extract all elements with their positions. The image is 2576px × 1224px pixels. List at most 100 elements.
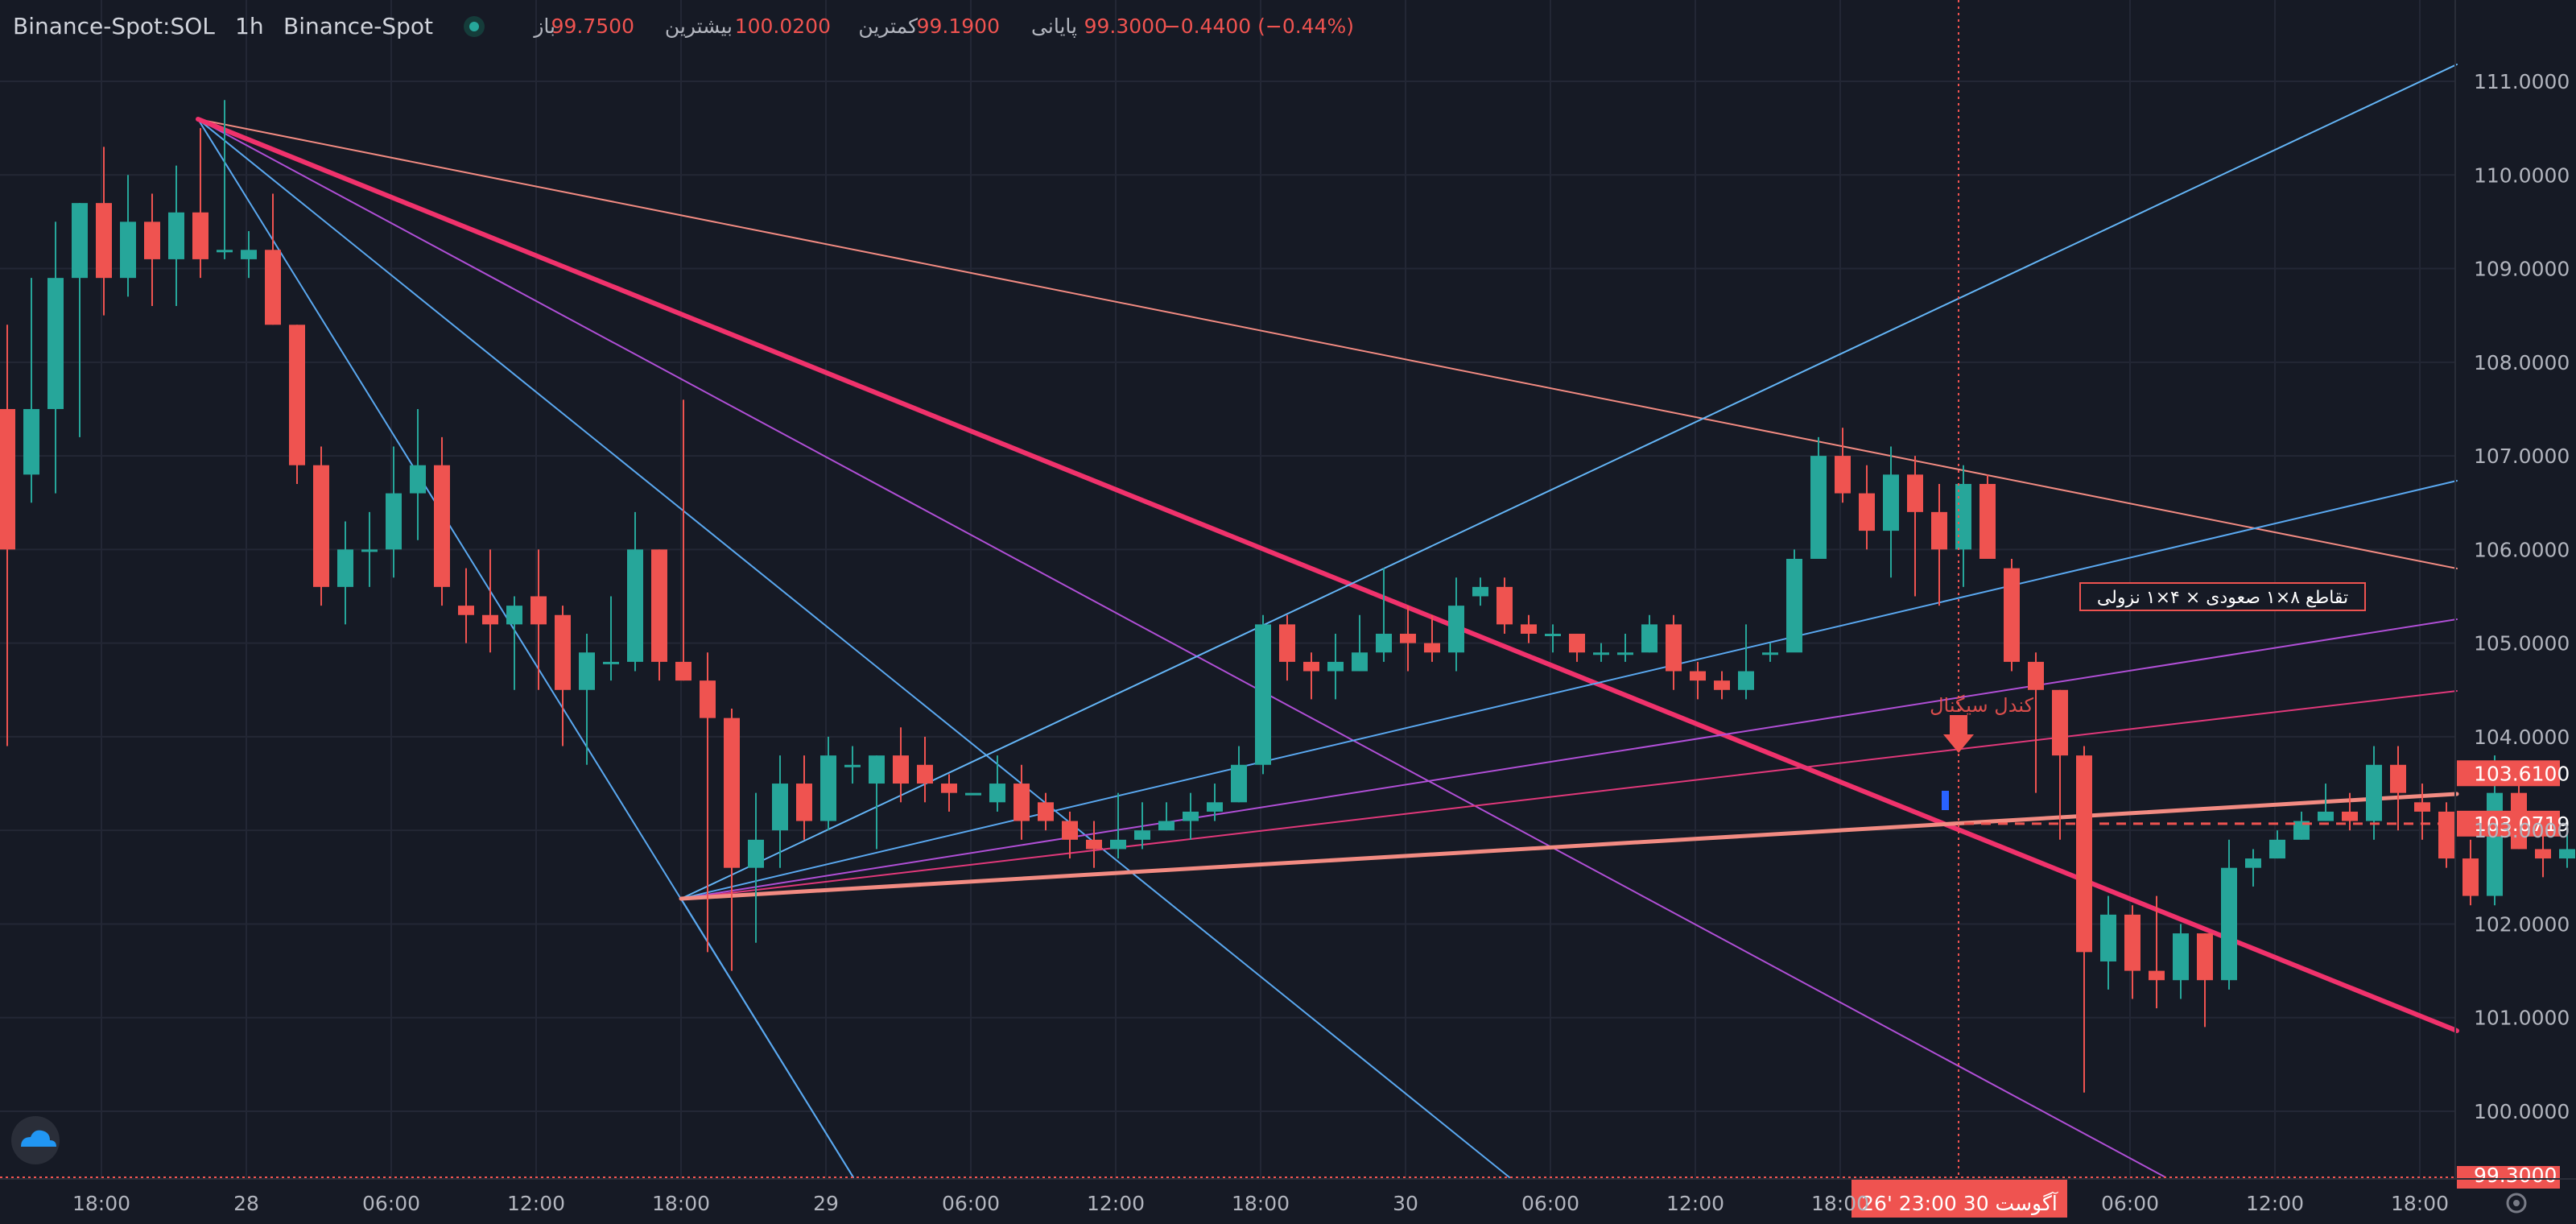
candle-down xyxy=(1062,811,1078,859)
candle-body xyxy=(96,203,112,279)
low-value: 99.1900 xyxy=(917,14,1000,38)
candle-down xyxy=(893,727,909,803)
time-tick-label: 12:00 xyxy=(2246,1192,2304,1215)
candle-up xyxy=(1231,746,1247,803)
signal-annotation-box xyxy=(2079,582,2366,611)
candle-up xyxy=(1786,549,1802,653)
candle-down xyxy=(1569,634,1585,662)
candle-body xyxy=(2487,792,2503,896)
candle-body xyxy=(1183,811,1199,821)
candle-body xyxy=(1207,802,1223,812)
candle-body xyxy=(1352,652,1368,672)
candle-down xyxy=(796,755,812,840)
time-tick-label: 12:00 xyxy=(1666,1192,1724,1215)
brand-logo[interactable] xyxy=(11,1116,60,1164)
fan-line-up-pink xyxy=(680,690,2458,899)
signal-annotation[interactable]: تقاطع ۸×۱ صعودی × ۴×۱ نزولی xyxy=(2079,582,2366,611)
candle-up xyxy=(337,521,353,625)
candle-down xyxy=(2438,802,2454,868)
candle-down xyxy=(2076,746,2092,1093)
candle-body xyxy=(869,755,885,784)
candle-down xyxy=(1496,577,1513,635)
candle-body xyxy=(1496,586,1513,625)
candle-up xyxy=(2173,924,2189,999)
candle-body xyxy=(2366,764,2382,821)
candle-body xyxy=(1786,558,1802,653)
candle-down xyxy=(1086,821,1102,868)
candle-up xyxy=(772,755,788,868)
candle-body xyxy=(796,784,812,821)
last-price-label: 103.6100 xyxy=(2474,762,2570,785)
candle-body xyxy=(1521,624,1537,635)
candle-body xyxy=(1424,643,1440,653)
candle-up xyxy=(869,755,885,850)
symbol-name[interactable]: Binance-Spot:SOL xyxy=(13,13,215,39)
candle-body xyxy=(482,614,498,625)
candle-body xyxy=(555,614,571,690)
candle-down xyxy=(555,606,571,746)
candle-body xyxy=(1086,839,1102,850)
candle-body xyxy=(2414,802,2430,812)
candle-body xyxy=(941,784,957,793)
candle-body xyxy=(2390,764,2406,793)
interval-label[interactable]: 1h xyxy=(235,13,264,39)
candle-body xyxy=(337,549,353,587)
candle-body xyxy=(1279,624,1295,662)
time-tick-label: 12:00 xyxy=(507,1192,565,1215)
candle-down xyxy=(1424,614,1440,662)
candle-down xyxy=(530,549,547,690)
candle-body xyxy=(724,717,740,868)
time-tick-label: 18:00 xyxy=(1811,1192,1869,1215)
candle-body xyxy=(1134,830,1150,840)
market-status-dot xyxy=(469,22,479,31)
settings-gear-icon[interactable] xyxy=(2506,1193,2527,1214)
candle-body xyxy=(2221,867,2237,981)
candle-body xyxy=(530,596,547,625)
candle-up xyxy=(748,792,764,943)
candle-up xyxy=(1593,643,1609,662)
candle-body xyxy=(1038,802,1054,821)
price-tick-label: 102.0000 xyxy=(2474,912,2570,936)
candle-down xyxy=(289,325,305,484)
candle-body xyxy=(1376,634,1392,653)
candle-body xyxy=(1666,624,1682,672)
candle-up xyxy=(168,165,184,307)
candle-down xyxy=(2197,933,2213,1028)
candle-up xyxy=(1472,577,1488,606)
candle-up xyxy=(410,408,426,540)
candle-down xyxy=(675,399,691,681)
candle-body xyxy=(1231,764,1247,803)
candle-up xyxy=(844,746,861,784)
candle-body xyxy=(1835,456,1851,494)
candle-down xyxy=(458,568,474,643)
time-tick-label: 06:00 xyxy=(942,1192,1000,1215)
candle-body xyxy=(1327,661,1344,672)
candle-body xyxy=(168,212,184,259)
candle-up xyxy=(2318,784,2334,821)
candle-body xyxy=(1859,493,1875,531)
candle-down xyxy=(2414,784,2430,840)
candle-body xyxy=(2318,811,2334,821)
gear-ring xyxy=(2506,1193,2527,1214)
candle-body xyxy=(2028,661,2044,690)
candle-up xyxy=(1762,643,1778,662)
candle-body xyxy=(361,549,378,552)
candle-body xyxy=(289,325,305,465)
close-value: 99.3000 xyxy=(1084,14,1167,38)
candle-down xyxy=(1835,428,1851,503)
candle-up xyxy=(1955,465,1971,587)
candle-body xyxy=(2173,933,2189,981)
price-tick-label: 105.0000 xyxy=(2474,632,2570,655)
time-tick-label: 30 xyxy=(1393,1192,1418,1215)
candle-up xyxy=(1376,568,1392,662)
exchange-label: Binance-Spot xyxy=(283,13,433,39)
candle-body xyxy=(1907,474,1923,512)
candle-up xyxy=(1183,792,1199,840)
candle-down xyxy=(2342,792,2358,831)
candle-up xyxy=(1110,792,1126,859)
candle-body xyxy=(917,764,933,784)
cloud-icon xyxy=(21,1130,56,1147)
candle-down xyxy=(700,652,716,953)
candle-body xyxy=(1255,624,1271,765)
